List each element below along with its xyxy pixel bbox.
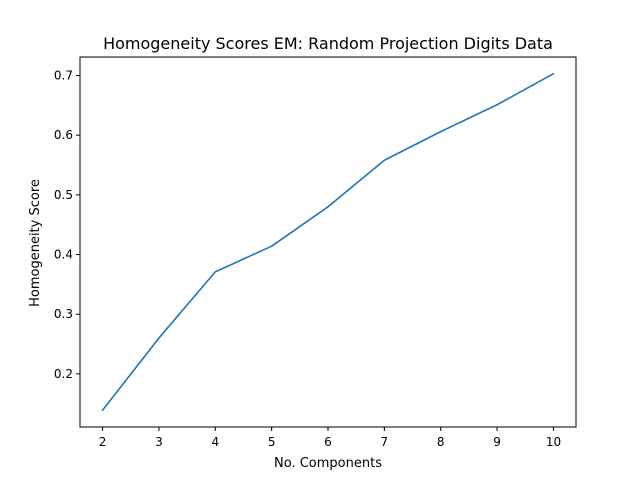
x-tick-label: 8: [437, 435, 445, 449]
y-tick-label: 0.4: [54, 248, 73, 262]
x-axis-label: No. Components: [274, 456, 382, 471]
axis-ticks: 2 3 4 5 6 7 8 9 10 0.2 0.3 0.4 0.5 0.6 0.7: [54, 69, 561, 450]
y-tick-label: 0.6: [54, 128, 73, 142]
data-point: [101, 409, 104, 412]
y-tick-label: 0.7: [54, 69, 73, 83]
x-tick-label: 3: [155, 435, 163, 449]
y-axis-label: Homogeneity Score: [28, 179, 43, 307]
data-point: [552, 72, 555, 75]
x-tick-label: 5: [268, 435, 276, 449]
plot-frame: [79, 56, 577, 428]
x-tick-label: 9: [493, 435, 501, 449]
series-lines: [101, 72, 555, 412]
x-tick-label: 10: [546, 435, 561, 449]
x-tick-label: 4: [211, 435, 219, 449]
data-point: [214, 271, 217, 273]
y-tick-label: 0.3: [54, 307, 73, 321]
data-point: [439, 130, 442, 133]
y-tick-label: 0.5: [54, 188, 73, 202]
plot-background: [80, 57, 576, 427]
data-point: [496, 103, 498, 106]
plot-area: 2 3 4 5 6 7 8 9 10 0.2 0.3 0.4 0.5 0.6 0.7: [54, 56, 577, 450]
x-tick-label: 7: [381, 435, 389, 449]
data-point: [327, 205, 329, 208]
data-point: [158, 337, 160, 339]
chart-title: Homogeneity Scores EM: Random Projection…: [103, 34, 553, 53]
x-tick-label: 6: [324, 435, 332, 449]
x-tick-label: 2: [99, 435, 107, 449]
y-tick-label: 0.2: [54, 367, 73, 381]
data-point: [383, 159, 386, 162]
data-point: [270, 245, 273, 247]
